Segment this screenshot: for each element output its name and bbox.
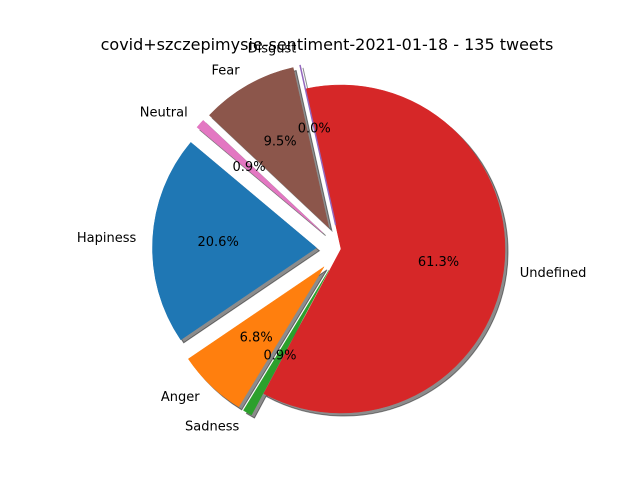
slice-label-disgust: Disgust xyxy=(248,41,297,56)
slice-neutral xyxy=(196,119,323,233)
percent-label-fear: 9.5% xyxy=(264,135,297,150)
slice-label-anger: Anger xyxy=(161,390,200,405)
percent-label-undefined: 61.3% xyxy=(418,255,459,270)
slice-hapiness xyxy=(152,141,317,341)
slice-labels: Hapiness 20.6% Anger 6.8% Sadness 0.9% Undefin… xyxy=(77,41,587,434)
chart-title: covid+szczepimysie-sentiment-2021-01-18 … xyxy=(101,35,554,54)
pie-slices xyxy=(152,64,506,416)
percent-label-sadness: 0.9% xyxy=(263,348,296,363)
percent-label-neutral: 0.9% xyxy=(233,160,266,175)
slice-label-neutral: Neutral xyxy=(140,105,188,120)
slice-anger xyxy=(187,266,325,408)
slice-undefined xyxy=(263,84,506,414)
percent-label-hapiness: 20.6% xyxy=(198,235,239,250)
percent-label-anger: 6.8% xyxy=(240,331,273,346)
slice-label-hapiness: Hapiness xyxy=(77,231,137,246)
slice-label-sadness: Sadness xyxy=(185,419,239,434)
slice-sadness xyxy=(243,270,330,416)
slice-fear xyxy=(209,67,330,229)
slice-disgust xyxy=(299,64,337,226)
percent-label-disgust: 0.0% xyxy=(298,121,331,136)
slice-label-fear: Fear xyxy=(211,63,240,78)
slice-label-undefined: Undefined xyxy=(520,266,587,281)
